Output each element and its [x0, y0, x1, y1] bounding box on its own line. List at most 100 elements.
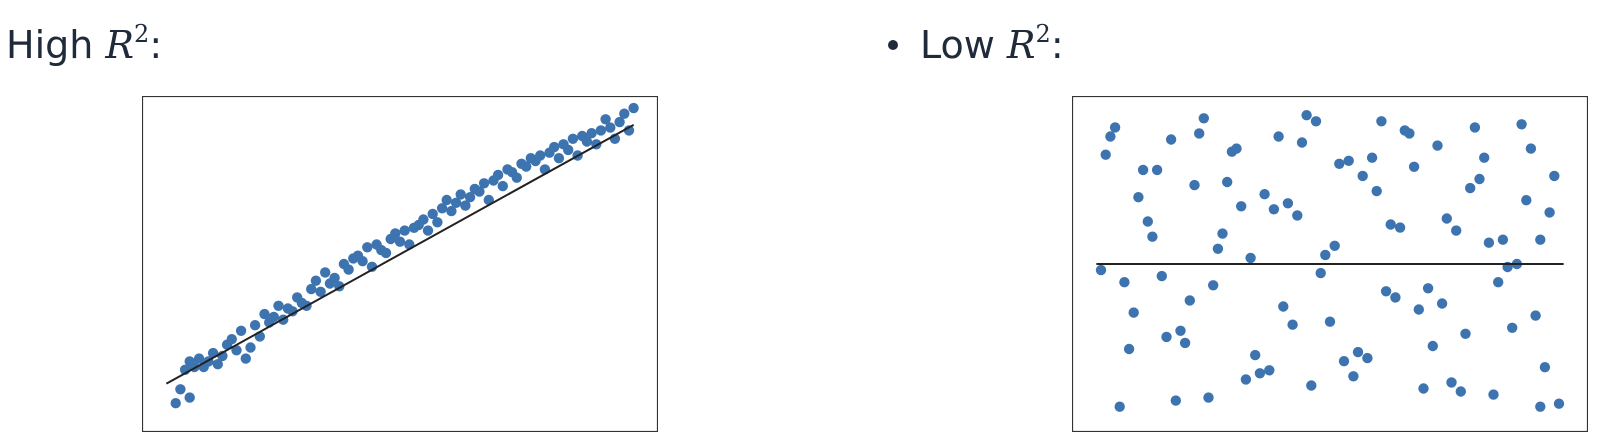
- data-point: [249, 320, 261, 331]
- plot-frame: [142, 96, 658, 432]
- data-point: [170, 398, 181, 409]
- data-point: [1259, 189, 1270, 200]
- data-point: [1549, 170, 1560, 182]
- data-point: [567, 133, 579, 144]
- heading-suffix: :: [149, 23, 163, 67]
- data-point: [1408, 161, 1420, 172]
- data-point: [446, 205, 457, 217]
- data-point: [1273, 131, 1284, 142]
- data-point: [380, 247, 392, 259]
- data-point: [1380, 286, 1392, 297]
- data-point: [619, 108, 630, 119]
- data-point: [1469, 122, 1481, 133]
- low-r2-scatter-plot: [1072, 96, 1588, 432]
- data-point: [1109, 122, 1121, 133]
- data-point: [184, 392, 195, 403]
- data-point: [235, 325, 247, 336]
- data-point: [427, 208, 438, 220]
- data-point: [1301, 110, 1312, 121]
- data-point: [1194, 128, 1205, 139]
- data-point: [1432, 140, 1443, 151]
- data-point: [357, 256, 368, 267]
- fit-line: [165, 123, 635, 385]
- data-point: [1320, 249, 1331, 261]
- data-point: [1240, 374, 1252, 385]
- data-point: [226, 334, 237, 345]
- data-point: [1175, 325, 1186, 336]
- data-point: [1222, 176, 1233, 188]
- data-point: [441, 194, 452, 206]
- data-point: [1245, 252, 1256, 264]
- data-point: [595, 125, 607, 136]
- low-r2-heading: Low R2:: [888, 8, 1064, 71]
- data-point: [1371, 185, 1382, 197]
- data-point: [1212, 243, 1224, 254]
- data-point: [362, 242, 373, 253]
- data-point: [1310, 116, 1322, 127]
- high-r2-heading: High R2:: [6, 8, 162, 71]
- data-point: [1427, 340, 1438, 352]
- data-point: [614, 116, 625, 128]
- data-point: [1287, 319, 1298, 330]
- data-point: [1436, 298, 1448, 309]
- data-point: [1254, 368, 1266, 379]
- data-point: [320, 267, 331, 278]
- data-point: [1362, 352, 1373, 364]
- high-r2-chart-svg: [142, 96, 658, 432]
- data-point: [478, 178, 490, 189]
- data-point: [1539, 362, 1551, 373]
- data-point: [1119, 277, 1130, 288]
- data-point: [1516, 119, 1527, 130]
- data-point: [1250, 349, 1261, 361]
- data-point: [1137, 164, 1149, 176]
- data-point: [245, 342, 256, 353]
- data-point: [1525, 143, 1537, 154]
- data-point: [1217, 228, 1228, 239]
- exponent: 2: [1035, 20, 1051, 48]
- data-point: [1278, 301, 1289, 312]
- data-point: [1208, 280, 1219, 291]
- data-point: [1413, 304, 1424, 315]
- data-point: [1236, 201, 1247, 212]
- data-point: [240, 353, 251, 364]
- data-point: [1441, 213, 1452, 224]
- data-point: [1553, 398, 1565, 409]
- data-point: [1497, 234, 1509, 245]
- data-point: [1315, 267, 1326, 279]
- data-point: [1334, 158, 1345, 169]
- data-point: [474, 186, 485, 197]
- data-point: [1292, 210, 1303, 221]
- data-point: [1530, 310, 1541, 321]
- data-point: [1446, 377, 1457, 388]
- data-point: [1418, 383, 1429, 394]
- data-point: [521, 161, 532, 172]
- data-point: [581, 136, 593, 147]
- data-point: [1324, 316, 1336, 327]
- data-point: [492, 169, 504, 181]
- high-r2-scatter-plot: [142, 96, 658, 432]
- data-point: [1184, 295, 1195, 306]
- data-point: [553, 153, 565, 164]
- data-point: [273, 300, 284, 311]
- data-point: [212, 359, 223, 370]
- data-point: [1161, 331, 1172, 343]
- data-point: [231, 345, 242, 356]
- data-point: [1306, 380, 1317, 391]
- data-point: [535, 150, 546, 161]
- data-point: [1493, 277, 1504, 288]
- data-point: [259, 308, 270, 320]
- data-point: [600, 114, 611, 125]
- data-point: [306, 283, 317, 295]
- data-point: [1105, 131, 1116, 142]
- data-point: [1170, 395, 1181, 406]
- data-point: [287, 306, 298, 317]
- data-point: [1544, 207, 1555, 218]
- data-point: [1348, 371, 1359, 382]
- data-point: [1488, 389, 1499, 400]
- data-point: [394, 236, 406, 247]
- data-point: [1329, 240, 1340, 251]
- data-point: [1390, 292, 1401, 303]
- data-point: [329, 272, 340, 284]
- data-point: [1479, 152, 1490, 163]
- data-point: [1226, 146, 1238, 157]
